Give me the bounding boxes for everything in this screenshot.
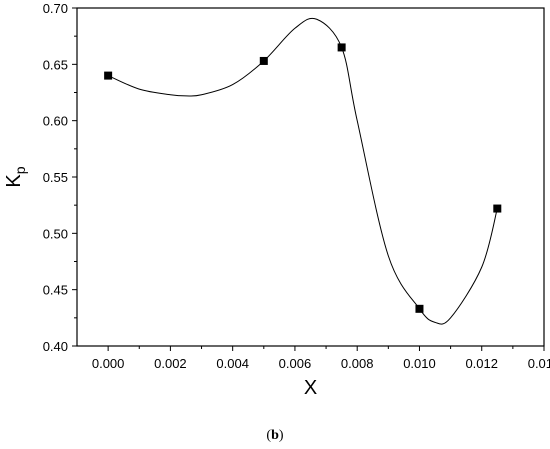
data-point-marker — [415, 304, 424, 313]
x-tick-label: 0.012 — [465, 356, 498, 371]
caption-close-paren: ) — [278, 428, 284, 443]
x-axis-title: X — [304, 377, 317, 399]
x-tick-label: 0.008 — [341, 356, 374, 371]
y-axis-title: Kp — [3, 166, 28, 187]
figure-caption: (b) — [0, 428, 550, 444]
caption-open-paren: ( — [266, 428, 272, 443]
y-tick-label: 0.65 — [43, 57, 68, 72]
x-tick-label: 0.010 — [403, 356, 436, 371]
data-point-marker — [493, 204, 502, 213]
data-point-marker — [259, 56, 268, 65]
fit-curve — [107, 17, 498, 325]
data-point-marker — [337, 43, 346, 52]
x-tick-label: 0.014 — [528, 356, 550, 371]
y-tick-label: 0.45 — [43, 283, 68, 298]
y-tick-label: 0.40 — [43, 339, 68, 354]
y-axis-title-subscript: p — [12, 166, 28, 174]
y-tick-label: 0.55 — [43, 170, 68, 185]
y-axis-title-main: K — [3, 174, 25, 188]
y-axis-ticks: 0.40 0.45 0.50 0.55 0.60 0.65 0.70 — [43, 1, 77, 354]
x-tick-label: 0.004 — [216, 356, 249, 371]
data-point-marker — [104, 71, 113, 80]
y-tick-label: 0.50 — [43, 226, 68, 241]
svg-text:Kp: Kp — [3, 166, 28, 187]
x-tick-label: 0.006 — [279, 356, 312, 371]
x-tick-label: 0.002 — [154, 356, 187, 371]
caption-label: b — [271, 428, 279, 443]
plot-frame — [76, 7, 545, 347]
data-points — [104, 43, 502, 313]
y-tick-label: 0.60 — [43, 114, 68, 129]
x-axis-ticks: 0.000 0.002 0.004 0.006 0.008 0.010 0.012 0.014 — [92, 346, 550, 371]
y-tick-label: 0.70 — [43, 1, 68, 16]
x-tick-label: 0.000 — [92, 356, 125, 371]
